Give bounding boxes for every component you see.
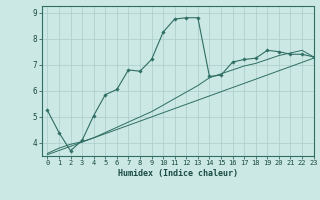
X-axis label: Humidex (Indice chaleur): Humidex (Indice chaleur): [118, 169, 237, 178]
